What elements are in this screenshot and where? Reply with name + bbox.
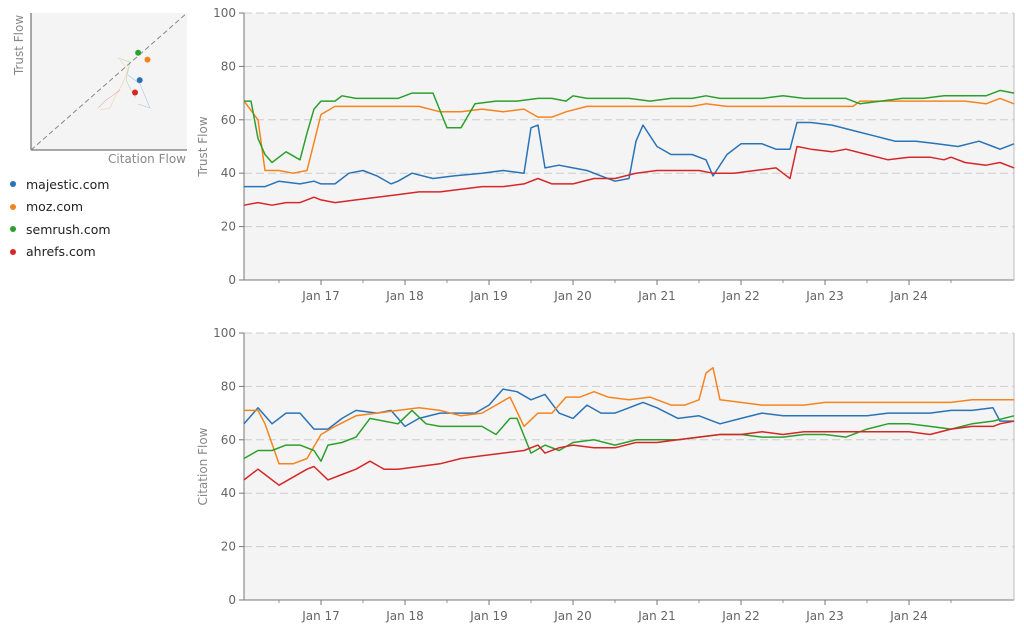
y-tick-label: 60: [221, 433, 236, 447]
legend-dot-icon: [10, 181, 16, 188]
x-tick-label: Jan 18: [385, 609, 424, 623]
mini-point-moz: [144, 56, 151, 63]
mini-trail-moz: [99, 59, 129, 111]
y-tick-label: 40: [221, 486, 236, 500]
x-tick-label: Jan 22: [721, 609, 760, 623]
x-tick-label: Jan 20: [553, 609, 592, 623]
y-tick-label: 0: [228, 593, 236, 607]
x-tick-label: Jan 21: [637, 609, 676, 623]
x-tick-label: Jan 17: [301, 609, 340, 623]
plot-area: [244, 333, 1014, 600]
y-tick-label: 100: [213, 326, 236, 340]
legend-dot-icon: [10, 203, 16, 210]
y-axis-label: Citation Flow: [196, 427, 210, 505]
y-axis-label: Trust Flow: [196, 116, 210, 177]
series-line-ahrefs: [243, 145, 1015, 206]
legend-label: ahrefs.com: [26, 244, 96, 260]
mini-diagonal: [30, 12, 188, 151]
y-tick-label: 40: [221, 166, 236, 180]
legend-label: majestic.com: [26, 176, 110, 192]
y-tick-label: 0: [228, 273, 236, 287]
mini-trail-majestic: [127, 74, 151, 109]
mini-trail-ahrefs: [97, 89, 121, 109]
y-tick-label: 60: [221, 113, 236, 127]
mini-y-label: Trust Flow: [12, 15, 26, 76]
x-tick-label: Jan 22: [721, 289, 760, 303]
legend-item-majestic[interactable]: majestic.com: [10, 173, 111, 196]
y-tick-label: 80: [221, 379, 236, 393]
series-line-majestic: [244, 121, 1015, 188]
x-tick-label: Jan 18: [385, 289, 424, 303]
legend-item-semrush[interactable]: semrush.com: [10, 218, 111, 241]
y-tick-label: 100: [213, 6, 236, 20]
mini-point-semrush: [135, 49, 142, 56]
series-line-semrush: [243, 409, 1015, 462]
legend-dot-icon: [10, 226, 16, 233]
plot-area: [244, 13, 1014, 280]
legend-dot-icon: [10, 248, 16, 255]
y-tick-label: 20: [221, 220, 236, 234]
y-tick-label: 20: [221, 540, 236, 554]
mini-point-majestic: [136, 77, 143, 84]
legend-label: moz.com: [26, 199, 84, 215]
x-tick-label: Jan 23: [805, 609, 844, 623]
mini-x-label: Citation Flow: [108, 152, 186, 166]
x-tick-label: Jan 23: [805, 289, 844, 303]
x-tick-label: Jan 21: [637, 289, 676, 303]
x-tick-label: Jan 24: [889, 609, 928, 623]
legend-label: semrush.com: [26, 221, 111, 237]
legend-item-ahrefs[interactable]: ahrefs.com: [10, 241, 111, 264]
x-tick-label: Jan 24: [889, 289, 928, 303]
x-tick-label: Jan 19: [469, 289, 508, 303]
series-line-semrush: [244, 89, 1015, 164]
y-tick-label: 80: [221, 59, 236, 73]
x-tick-label: Jan 20: [553, 289, 592, 303]
series-line-majestic: [243, 388, 1014, 430]
x-tick-label: Jan 17: [301, 289, 340, 303]
legend-item-moz[interactable]: moz.com: [10, 196, 111, 219]
mini-scatter-chart: Trust Flow Citation Flow: [12, 12, 188, 166]
series-line-ahrefs: [243, 420, 1015, 486]
trust-flow-chart: 0 20 40 60 80 100 Jan 17 Jan 18 Jan 19 Jan 20 Jan …: [196, 6, 1015, 303]
series-line-moz: [244, 366, 1014, 465]
x-tick-label: Jan 19: [469, 609, 508, 623]
legend: majestic.com moz.com semrush.com ahrefs.com: [10, 173, 111, 263]
mini-point-ahrefs: [132, 89, 139, 96]
